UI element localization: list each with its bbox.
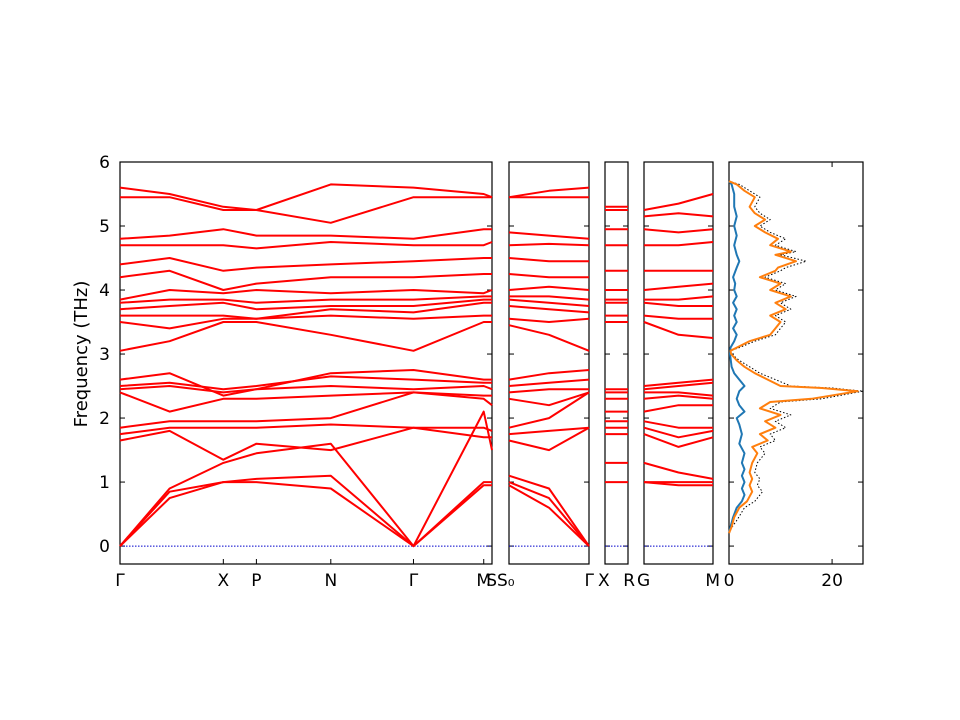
x-tick-label: R xyxy=(623,571,635,591)
band-line xyxy=(643,404,713,413)
panel-1-frame: S₀ Γ xyxy=(497,161,595,591)
band-line xyxy=(643,314,713,320)
band-line xyxy=(119,391,493,429)
x-tick-label: Γ xyxy=(409,571,419,591)
band-line xyxy=(119,289,493,301)
band-line xyxy=(508,484,590,547)
band-line xyxy=(508,317,590,323)
band-line xyxy=(119,228,492,240)
y-tick-label: 1 xyxy=(99,473,110,493)
band-line xyxy=(508,257,589,263)
panel-border xyxy=(728,161,864,565)
band-line xyxy=(643,301,713,307)
panel-border xyxy=(119,161,493,565)
band-line xyxy=(508,391,590,407)
band-line xyxy=(508,481,590,547)
band-line xyxy=(508,305,590,314)
x-tick-label: 20 xyxy=(821,571,843,591)
panel-0-frame: 0 1 2 3 4 5 6 Γ X P N Γ MS xyxy=(99,153,497,591)
band-line xyxy=(119,257,492,272)
y-tick-label: 5 xyxy=(99,217,110,237)
panel-4-frame: 0 20 xyxy=(724,161,864,591)
band-line xyxy=(508,388,589,394)
y-tick-label: 4 xyxy=(99,281,110,301)
band-line xyxy=(643,420,713,429)
band-line xyxy=(508,369,590,381)
x-tick-label: Γ xyxy=(585,571,595,591)
panel-border xyxy=(604,161,629,565)
y-tick-label: 0 xyxy=(99,537,110,557)
band-line xyxy=(643,228,714,234)
band-line xyxy=(508,378,590,387)
band-line xyxy=(119,314,492,330)
y-axis-label: Frequency (THz) xyxy=(71,281,92,428)
band-line xyxy=(644,241,714,247)
y-tick-label: 2 xyxy=(99,409,110,429)
band-line xyxy=(508,426,590,452)
band-line xyxy=(643,426,714,439)
band-line xyxy=(643,282,714,291)
x-tick-label: X xyxy=(598,571,610,591)
x-tick-label: S xyxy=(486,571,497,591)
band-line xyxy=(119,426,492,461)
band-line xyxy=(119,321,492,352)
band-line xyxy=(643,321,714,339)
x-tick-label: M xyxy=(705,571,720,591)
band-line xyxy=(643,461,714,480)
y-tick-label: 6 xyxy=(99,153,110,173)
dos-curve-a xyxy=(728,180,746,534)
band-line xyxy=(644,295,714,301)
dos-curve-total xyxy=(728,180,864,534)
band-line xyxy=(643,381,714,391)
band-line xyxy=(120,301,492,320)
band-line xyxy=(508,474,590,547)
panel-border xyxy=(643,161,714,565)
band-line xyxy=(119,423,493,436)
band-line xyxy=(119,269,492,291)
band-line xyxy=(643,193,714,211)
band-line xyxy=(119,295,492,304)
band-line xyxy=(643,394,714,400)
x-tick-label: Γ xyxy=(115,571,125,591)
band-line xyxy=(643,378,714,387)
band-line xyxy=(643,481,713,487)
x-tick-label: P xyxy=(251,571,261,591)
band-line xyxy=(120,241,493,250)
x-tick-label: 0 xyxy=(724,571,735,591)
band-line xyxy=(119,481,492,548)
x-tick-label: S₀ xyxy=(497,571,515,591)
band-line xyxy=(508,186,590,199)
band-line xyxy=(644,391,714,397)
band-line xyxy=(119,369,492,397)
band-line xyxy=(119,474,492,548)
band-line xyxy=(643,433,714,448)
band-line xyxy=(119,385,493,394)
band-line xyxy=(643,212,714,218)
band-line xyxy=(508,298,590,307)
band-line xyxy=(119,410,493,548)
band-line xyxy=(508,231,590,240)
panel-border xyxy=(508,161,590,565)
x-tick-label: M xyxy=(476,571,491,591)
band-line xyxy=(508,426,590,436)
band-line xyxy=(120,196,492,224)
band-line xyxy=(119,391,492,413)
band-line xyxy=(508,391,590,429)
band-line xyxy=(509,295,590,301)
y-tick-label: 3 xyxy=(99,345,110,365)
band-line xyxy=(508,285,590,291)
x-tick-label: X xyxy=(218,571,230,591)
x-tick-label: N xyxy=(324,571,337,591)
band-line xyxy=(508,273,589,279)
band-line xyxy=(119,183,493,211)
band-line xyxy=(119,298,492,311)
band-line xyxy=(508,324,590,352)
x-tick-label: G xyxy=(637,571,650,591)
dos-curve-b xyxy=(728,180,859,534)
band-line xyxy=(508,242,590,247)
